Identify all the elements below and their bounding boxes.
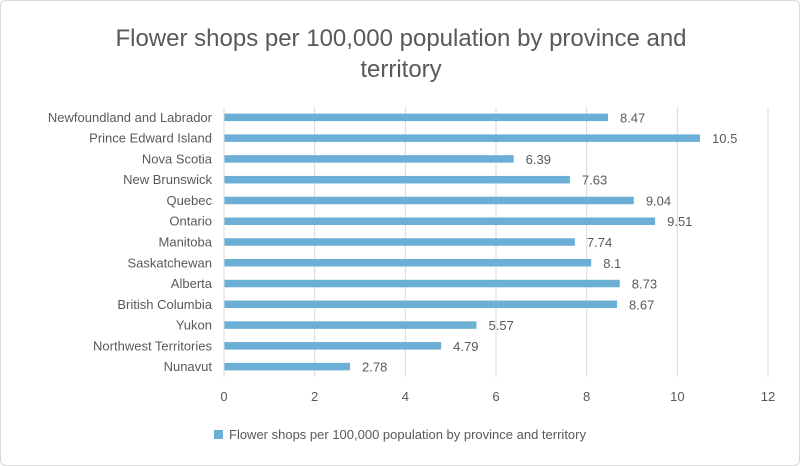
x-tick-label: 12	[761, 389, 775, 404]
bar	[224, 279, 620, 288]
data-label: 8.47	[620, 110, 645, 125]
data-label: 8.67	[629, 297, 654, 312]
data-label: 5.57	[489, 318, 514, 333]
bar	[224, 134, 700, 142]
x-tick-label: 10	[670, 389, 684, 404]
x-tick-label: 2	[311, 389, 318, 404]
y-category-label: Alberta	[171, 276, 213, 291]
bar	[224, 259, 592, 267]
y-category-label: Nunavut	[164, 359, 213, 374]
y-category-label: Quebec	[166, 193, 212, 208]
bar	[224, 300, 618, 309]
legend: Flower shops per 100,000 population by p…	[1, 427, 799, 442]
x-tick-label: 4	[402, 389, 409, 404]
bar	[224, 217, 656, 225]
bar	[224, 321, 477, 329]
bar	[224, 362, 351, 371]
bar	[224, 196, 634, 205]
bar	[224, 155, 514, 163]
y-category-label: Prince Edward Island	[89, 131, 212, 146]
y-category-label: British Columbia	[117, 297, 212, 312]
data-label: 6.39	[526, 152, 551, 167]
data-label: 9.51	[667, 214, 692, 229]
x-tick-label: 6	[492, 389, 499, 404]
x-tick-label: 8	[583, 389, 590, 404]
data-label: 7.74	[587, 235, 612, 250]
data-label: 4.79	[453, 339, 478, 354]
data-label: 2.78	[362, 360, 387, 375]
y-category-label: Manitoba	[159, 235, 213, 250]
legend-label: Flower shops per 100,000 population by p…	[229, 427, 586, 442]
y-category-label: Newfoundland and Labrador	[48, 110, 213, 125]
x-tick-label: 0	[220, 389, 227, 404]
data-label: 7.63	[582, 173, 607, 188]
y-category-label: Yukon	[176, 318, 212, 333]
chart-title: Flower shops per 100,000 population by p…	[115, 25, 687, 83]
data-label: 10.5	[712, 131, 737, 146]
y-category-label: Northwest Territories	[93, 338, 212, 353]
bar	[224, 175, 570, 184]
data-label: 8.1	[603, 256, 621, 271]
legend-swatch	[214, 430, 223, 440]
data-label: 9.04	[646, 193, 671, 208]
data-label: 8.73	[632, 277, 657, 292]
y-category-label: New Brunswick	[123, 172, 212, 187]
bar	[224, 238, 575, 246]
bar	[224, 342, 442, 350]
y-category-label: Ontario	[169, 214, 212, 229]
y-category-label: Nova Scotia	[142, 151, 213, 166]
y-category-label: Saskatchewan	[127, 255, 212, 270]
bar	[224, 113, 608, 122]
